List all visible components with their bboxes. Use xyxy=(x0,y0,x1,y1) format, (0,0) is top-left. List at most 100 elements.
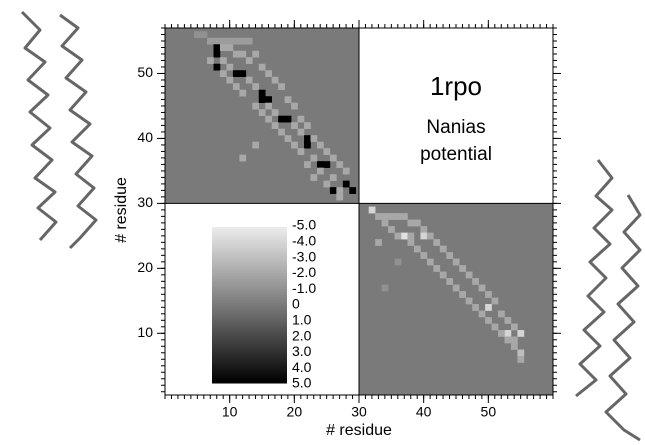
colorbar-segment xyxy=(212,281,287,285)
cell xyxy=(504,330,512,337)
cell xyxy=(252,102,260,110)
cell xyxy=(349,187,357,194)
cell xyxy=(465,271,473,279)
colorbar-segment xyxy=(212,286,287,290)
colorbar-tick-label: 3.0 xyxy=(292,343,312,359)
cell xyxy=(219,70,227,78)
cell xyxy=(239,154,247,162)
cell xyxy=(498,330,505,337)
cell xyxy=(245,57,253,65)
colorbar-segment xyxy=(212,364,287,368)
colorbar-segment xyxy=(212,336,287,340)
cell xyxy=(433,239,441,246)
colorbar-segment xyxy=(212,271,287,275)
colorbar-segment xyxy=(212,354,287,358)
cell xyxy=(200,31,208,39)
colorbar-segment xyxy=(212,299,287,303)
colorbar-segment xyxy=(212,234,287,238)
cell xyxy=(329,174,337,181)
cell xyxy=(342,167,350,175)
cell xyxy=(265,102,272,110)
cell xyxy=(245,76,253,84)
colorbar-segment xyxy=(212,323,287,327)
x-tick-label: 10 xyxy=(222,404,238,420)
colorbar-segment xyxy=(212,284,287,288)
cell xyxy=(239,70,247,78)
colorbar-segment xyxy=(212,279,287,283)
cell xyxy=(485,291,492,298)
cell xyxy=(239,50,247,58)
colorbar-segment xyxy=(212,266,287,270)
cell xyxy=(232,37,240,45)
cell xyxy=(278,83,285,91)
cell xyxy=(498,310,505,318)
colorbar-segment xyxy=(212,247,287,251)
annotation: Nanias xyxy=(426,117,485,138)
cell xyxy=(284,135,292,142)
colorbar-segment xyxy=(212,307,287,311)
cell xyxy=(323,148,331,155)
cell xyxy=(452,284,460,292)
cell xyxy=(439,271,447,279)
cell xyxy=(304,161,311,168)
cell xyxy=(291,122,298,129)
cell xyxy=(258,109,266,116)
cell xyxy=(510,343,518,350)
colorbar-segment xyxy=(212,377,287,381)
x-axis-label: # residue xyxy=(326,422,392,439)
cell xyxy=(232,83,240,91)
colorbar-segment xyxy=(212,346,287,350)
cell xyxy=(265,96,272,103)
cell xyxy=(381,219,389,227)
cell xyxy=(265,115,272,123)
cell xyxy=(316,167,324,175)
cell xyxy=(388,226,395,233)
colorbar-segment xyxy=(212,380,287,384)
cell xyxy=(271,76,279,84)
cell xyxy=(310,174,318,181)
cell xyxy=(446,278,454,285)
cell xyxy=(388,213,395,220)
cell xyxy=(420,252,428,259)
colorbar-segment xyxy=(212,318,287,322)
colorbar-segment xyxy=(212,294,287,298)
cell xyxy=(252,141,260,149)
cell xyxy=(239,37,247,45)
cell xyxy=(278,115,285,123)
y-axis-label: # residue xyxy=(113,177,130,243)
colorbar-segment xyxy=(212,260,287,264)
cell xyxy=(478,310,486,318)
y-tick-label: 30 xyxy=(137,194,153,210)
colorbar-segment xyxy=(212,302,287,306)
block-background xyxy=(359,203,553,395)
colorbar-segment xyxy=(212,227,287,231)
cell xyxy=(304,122,311,129)
cell xyxy=(478,284,486,292)
colorbar-segment xyxy=(212,245,287,249)
cell xyxy=(271,109,279,116)
helix-left xyxy=(20,10,98,250)
colorbar-segment xyxy=(212,349,287,353)
colorbar-segment xyxy=(212,341,287,345)
colorbar-segment xyxy=(212,359,287,363)
cell xyxy=(420,226,428,233)
colorbar-segment xyxy=(212,240,287,244)
colorbar-segment xyxy=(212,325,287,329)
colorbar-segment xyxy=(212,333,287,337)
cell xyxy=(375,213,382,220)
cell xyxy=(304,135,311,142)
cell xyxy=(226,37,234,45)
cell xyxy=(368,206,376,214)
colorbar-segment xyxy=(212,289,287,293)
cell xyxy=(304,141,311,149)
colorbar-segment xyxy=(212,351,287,355)
cell xyxy=(297,148,305,155)
x-tick-label: 30 xyxy=(351,404,367,420)
cell xyxy=(213,50,221,58)
cell xyxy=(439,245,447,253)
colorbar-segment xyxy=(212,367,287,371)
cell xyxy=(401,232,408,240)
colorbar-segment xyxy=(212,357,287,361)
cell xyxy=(401,213,408,220)
cell xyxy=(291,102,298,110)
